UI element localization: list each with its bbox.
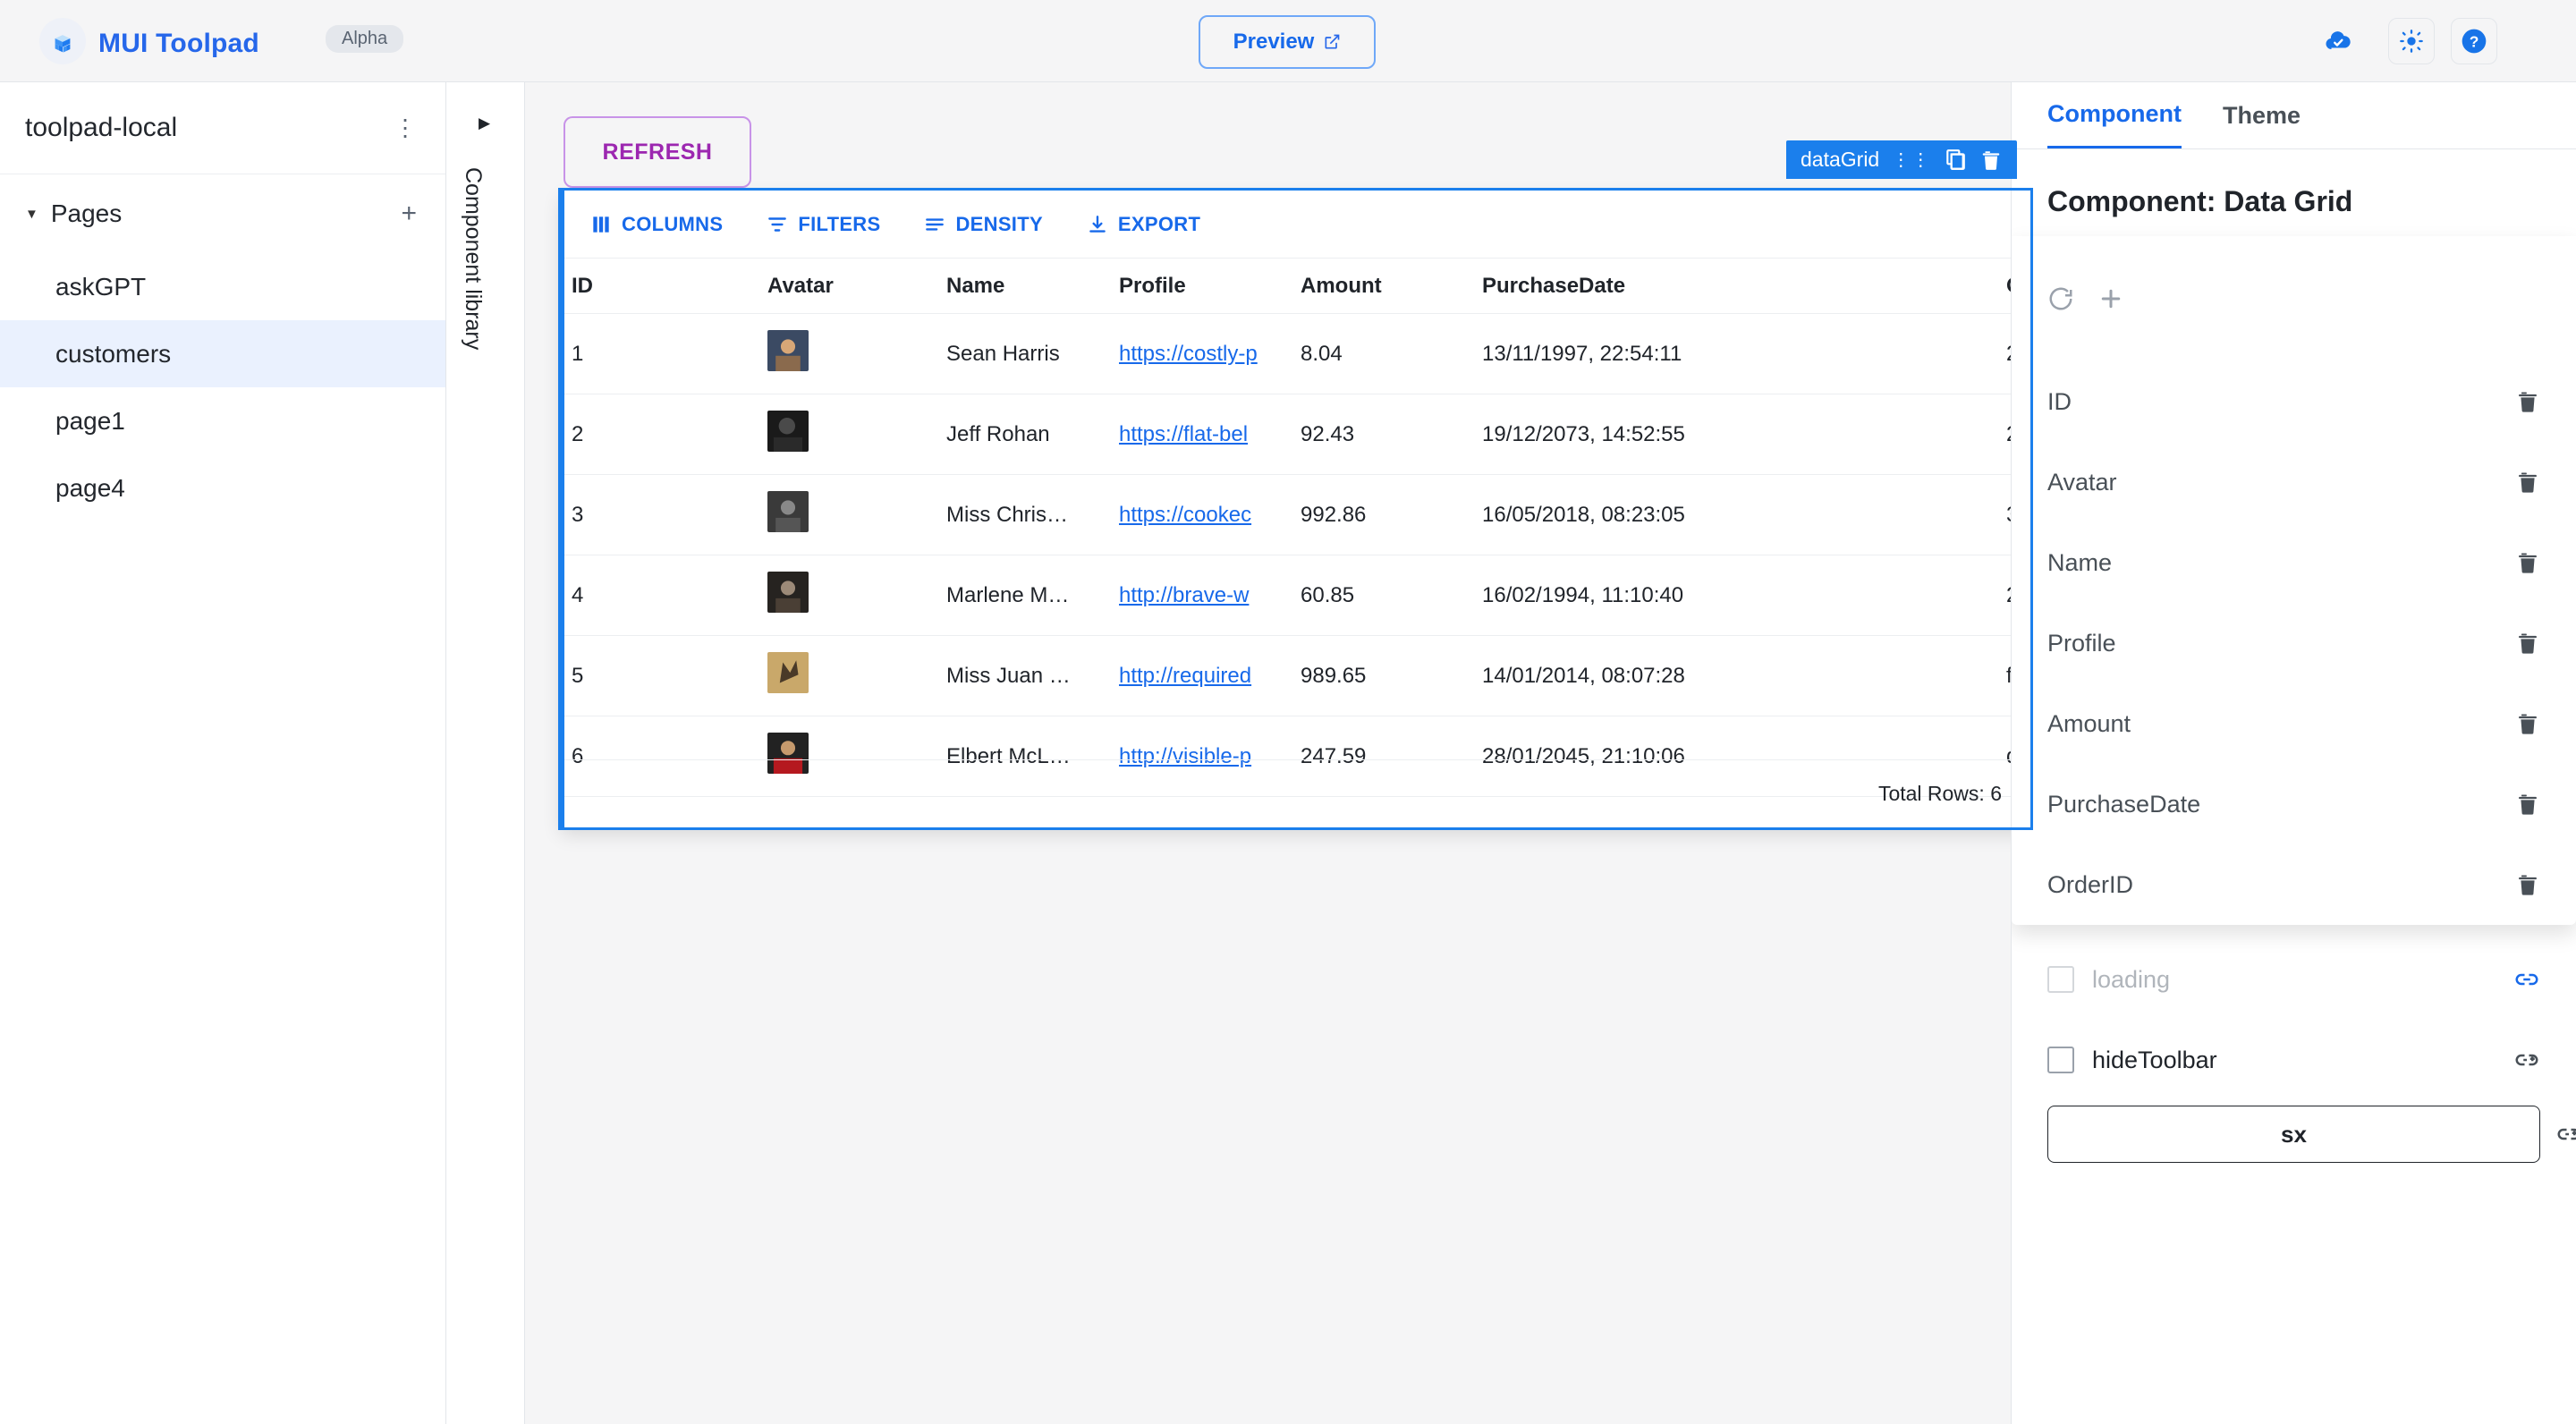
svg-text:?: ? [2470, 33, 2479, 51]
